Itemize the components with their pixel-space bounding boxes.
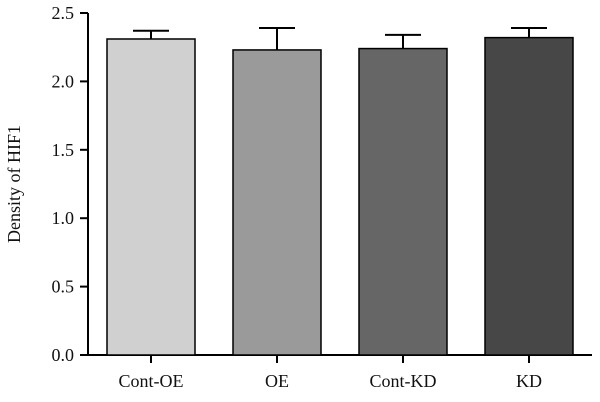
y-tick-label: 0.5 bbox=[52, 277, 75, 297]
y-tick-label: 1.5 bbox=[52, 140, 75, 160]
x-tick-label: Cont-KD bbox=[370, 371, 437, 391]
y-tick-label: 1.0 bbox=[52, 208, 75, 228]
bar-cont-oe bbox=[106, 38, 196, 356]
y-axis-label: Density of HIF1 bbox=[4, 125, 24, 243]
x-tick-label: Cont-OE bbox=[119, 371, 184, 391]
bar-cont-kd bbox=[358, 47, 448, 356]
y-tick-label: 2.5 bbox=[52, 3, 75, 23]
plot-area: 0.0 0.5 1.0 1.5 2.0 2.5 Cont-OE OE Cont-KD KD bbox=[52, 3, 592, 391]
bar-kd bbox=[484, 36, 574, 356]
x-tick-label: OE bbox=[265, 371, 289, 391]
x-tick-label: KD bbox=[516, 371, 542, 391]
bar-oe bbox=[232, 49, 322, 356]
y-tick-label: 2.0 bbox=[52, 71, 75, 91]
y-tick-label: 0.0 bbox=[52, 345, 75, 365]
